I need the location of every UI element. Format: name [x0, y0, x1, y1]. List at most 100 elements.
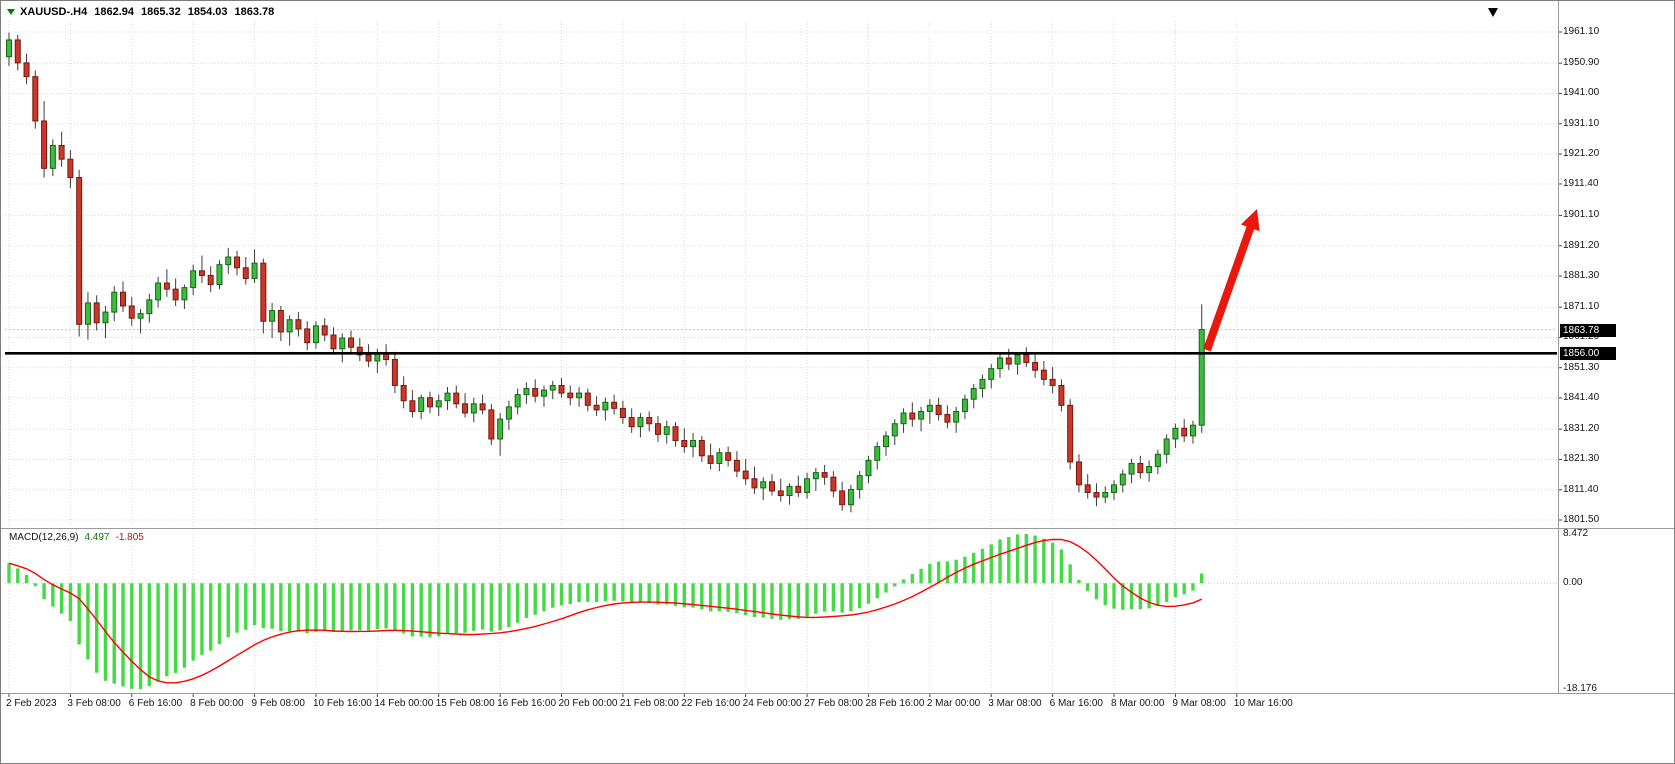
- macd-bar: [1103, 583, 1107, 606]
- macd-bar: [1147, 583, 1151, 609]
- time-axis-label: 8 Mar 00:00: [1111, 698, 1165, 709]
- macd-bar: [419, 583, 423, 637]
- indicator-axis-label: -18.176: [1563, 683, 1597, 694]
- candle: [269, 310, 276, 322]
- macd-bar: [708, 583, 713, 612]
- candle: [41, 120, 48, 169]
- macd-bar: [287, 583, 292, 632]
- candle: [444, 392, 451, 402]
- macd-bar: [972, 552, 976, 584]
- trend-arrow-annotation[interactable]: [1203, 209, 1260, 352]
- chart-symbol-icon: [7, 9, 15, 15]
- candle: [348, 337, 355, 348]
- candle: [1058, 384, 1065, 406]
- candle: [260, 262, 267, 322]
- time-axis-label: 10 Mar 16:00: [1233, 698, 1293, 709]
- indicator-value: 4.497: [84, 532, 110, 543]
- candle: [961, 398, 968, 412]
- quote-high: 1865.32: [141, 6, 181, 18]
- candle: [997, 357, 1004, 370]
- macd-bar: [875, 583, 879, 599]
- candle: [856, 475, 863, 490]
- time-axis-label: 14 Feb 00:00: [374, 698, 434, 709]
- candle: [6, 39, 12, 58]
- time-axis-label: 2 Feb 2023: [6, 698, 57, 709]
- macd-bar: [33, 583, 38, 587]
- candle: [453, 392, 460, 405]
- macd-bar: [1059, 549, 1064, 584]
- candle: [540, 389, 547, 397]
- candle: [865, 459, 872, 477]
- price-axis-label: 1841.40: [1563, 392, 1600, 403]
- price-axis-label: 1901.10: [1563, 209, 1600, 221]
- macd-signal-line: [8, 538, 1202, 684]
- candle: [514, 394, 521, 408]
- candle: [479, 403, 486, 411]
- indicator-axis-label: 0.00: [1563, 577, 1583, 589]
- macd-bar: [822, 583, 827, 612]
- quote-close: 1863.78: [234, 6, 275, 18]
- candle: [611, 401, 618, 409]
- macd-bar: [673, 583, 678, 606]
- price-axis-label: 1831.20: [1563, 423, 1600, 435]
- macd-bar: [59, 583, 64, 614]
- candle: [944, 414, 951, 423]
- candle: [251, 262, 258, 279]
- macd-bar: [437, 583, 441, 637]
- candle: [584, 392, 591, 406]
- candle: [751, 478, 758, 489]
- candle: [663, 426, 670, 435]
- macd-bar: [358, 583, 362, 631]
- macd-bar: [901, 579, 906, 584]
- candle: [716, 452, 723, 464]
- candle: [567, 392, 574, 399]
- macd-bar: [1024, 534, 1029, 584]
- candle: [742, 470, 749, 480]
- macd-bar: [16, 568, 20, 584]
- candle: [1128, 462, 1135, 475]
- macd-bar: [814, 583, 818, 614]
- candle: [733, 459, 740, 472]
- macd-bar: [603, 583, 608, 602]
- candle: [312, 325, 319, 344]
- macd-bar: [393, 583, 397, 631]
- candle: [690, 440, 697, 448]
- candle: [497, 418, 504, 440]
- candle: [707, 455, 714, 464]
- macd-layer: [7, 534, 1204, 689]
- macd-bar: [138, 583, 143, 689]
- candle: [1146, 465, 1153, 474]
- macd-bar: [542, 583, 546, 612]
- candle: [1137, 462, 1144, 474]
- macd-bar: [331, 583, 336, 632]
- macd-bar: [717, 583, 722, 612]
- macd-bar: [489, 583, 494, 632]
- price-axis-label: 1891.20: [1563, 239, 1600, 251]
- candle: [953, 410, 960, 423]
- candle: [339, 337, 346, 350]
- candle: [1005, 357, 1012, 365]
- candle: [988, 368, 995, 380]
- candle: [795, 485, 802, 493]
- chart-shift-marker[interactable]: [1488, 8, 1498, 17]
- candle: [1172, 427, 1179, 440]
- macd-bar: [919, 568, 923, 584]
- macd-bar: [1068, 564, 1072, 584]
- macd-bar: [1129, 583, 1134, 610]
- macd-bar: [787, 583, 792, 620]
- candle: [23, 62, 30, 78]
- arrow-shaft: [1203, 222, 1256, 352]
- macd-bar: [156, 583, 160, 681]
- macd-bar: [1094, 583, 1099, 600]
- candle: [426, 397, 433, 408]
- macd-bar: [428, 583, 432, 638]
- macd-bar: [586, 583, 590, 602]
- macd-bar: [1200, 573, 1204, 584]
- candle: [619, 407, 626, 419]
- candle: [181, 287, 188, 301]
- price-axis-label: 1950.90: [1563, 57, 1600, 69]
- macd-bar: [989, 544, 993, 584]
- candle: [234, 256, 241, 269]
- macd-bar: [1015, 534, 1020, 584]
